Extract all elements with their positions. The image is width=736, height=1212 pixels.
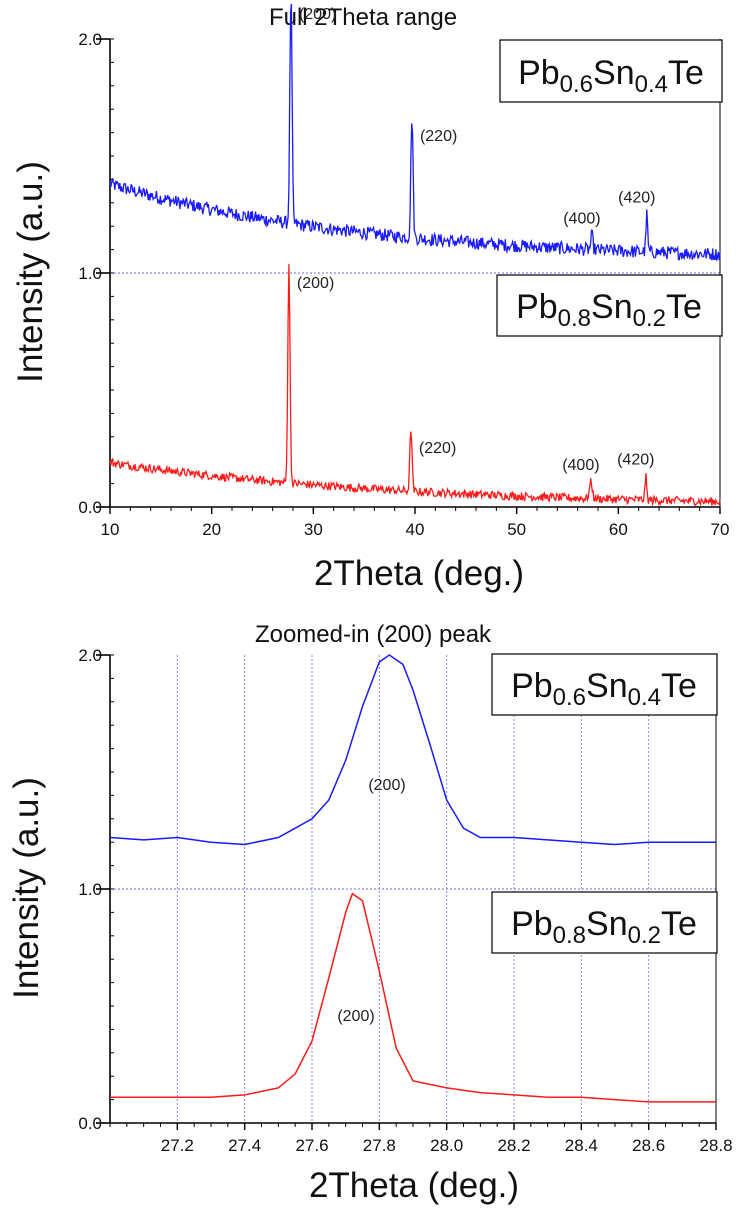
sample-label-box-pb08sn02te-top: Pb0.8Sn0.2Te [496, 274, 723, 337]
sample-label-box-pb08sn02te-bottom: Pb0.8Sn0.2Te [491, 891, 718, 954]
peak-label: (200) [299, 6, 336, 23]
peak-label: (200) [297, 275, 334, 292]
x-tick-label: 27.4 [228, 1136, 261, 1155]
x-tick-label: 50 [507, 520, 526, 539]
y-tick-label: 0.0 [78, 498, 102, 517]
peak-label: (200) [337, 1008, 374, 1025]
sample-label: Pb0.6Sn0.4Te [511, 667, 697, 711]
y-tick-label: 2.0 [78, 30, 102, 49]
sample-label: Pb0.8Sn0.2Te [516, 288, 702, 332]
series-line-pb06sn04te-full [109, 3, 721, 261]
sample-label: Pb0.8Sn0.2Te [511, 905, 697, 949]
sample-label-box-pb06sn04te-top: Pb0.6Sn0.4Te [499, 39, 723, 103]
x-tick-label: 27.2 [161, 1136, 194, 1155]
peak-label: (420) [617, 452, 654, 469]
peak-label: (220) [420, 128, 457, 145]
x-tick-label: 30 [304, 520, 323, 539]
x-tick-label: 70 [711, 520, 730, 539]
series-line-pb08sn02te-zoom [110, 892, 716, 1103]
y-axis-label-top: Intensity (a.u.) [11, 161, 50, 383]
y-tick-label: 1.0 [78, 264, 102, 283]
y-tick-label: 1.0 [78, 880, 102, 899]
y-tick-label: 2.0 [78, 646, 102, 665]
x-tick-label: 60 [609, 520, 628, 539]
series-line-pb08sn02te-full [109, 264, 721, 507]
peak-labels-top: (200) (220) (400) (420) (200) (220) (400… [297, 6, 656, 474]
x-axis-label-bottom: 2Theta (deg.) [309, 1166, 519, 1205]
grid-bottom [110, 655, 716, 1123]
chart-title-bottom: Zoomed-in (200) peak [255, 621, 492, 648]
peak-label: (420) [618, 190, 655, 207]
sample-label-box-pb06sn04te-bottom: Pb0.6Sn0.4Te [491, 653, 718, 716]
x-tick-label: 20 [202, 520, 221, 539]
x-tick-label: 28.2 [497, 1136, 530, 1155]
peak-label: (400) [563, 211, 600, 228]
peak-label: (200) [368, 777, 405, 794]
peak-label: (220) [419, 440, 456, 457]
ticks-top: 0.0 1.0 2.0 10 20 30 40 50 60 70 [78, 30, 729, 539]
panel-full-range: Full 2Theta range Intensity (a.u.) 2Thet… [11, 3, 729, 593]
ticks-bottom: 0.0 1.0 2.0 27.2 27.4 27.6 27.8 28.0 28.… [78, 646, 732, 1155]
x-tick-label: 27.8 [363, 1136, 396, 1155]
x-axis-label-top: 2Theta (deg.) [314, 554, 524, 593]
x-tick-label: 10 [101, 520, 120, 539]
sample-label: Pb0.6Sn0.4Te [518, 54, 704, 98]
x-tick-label: 28.6 [632, 1136, 665, 1155]
x-tick-label: 28.4 [565, 1136, 598, 1155]
series-line-pb06sn04te-zoom [109, 654, 716, 846]
x-tick-label: 28.8 [699, 1136, 732, 1155]
y-tick-label: 0.0 [78, 1114, 102, 1133]
x-tick-label: 40 [406, 520, 425, 539]
x-tick-label: 27.6 [295, 1136, 328, 1155]
x-tick-label: 28.0 [430, 1136, 463, 1155]
panel-zoomed: Zoomed-in (200) peak Intensity (a.u.) 2T… [7, 621, 733, 1205]
peak-label: (400) [562, 457, 599, 474]
y-axis-label-bottom: Intensity (a.u.) [7, 777, 46, 999]
chart-title-top: Full 2Theta range [269, 4, 457, 31]
